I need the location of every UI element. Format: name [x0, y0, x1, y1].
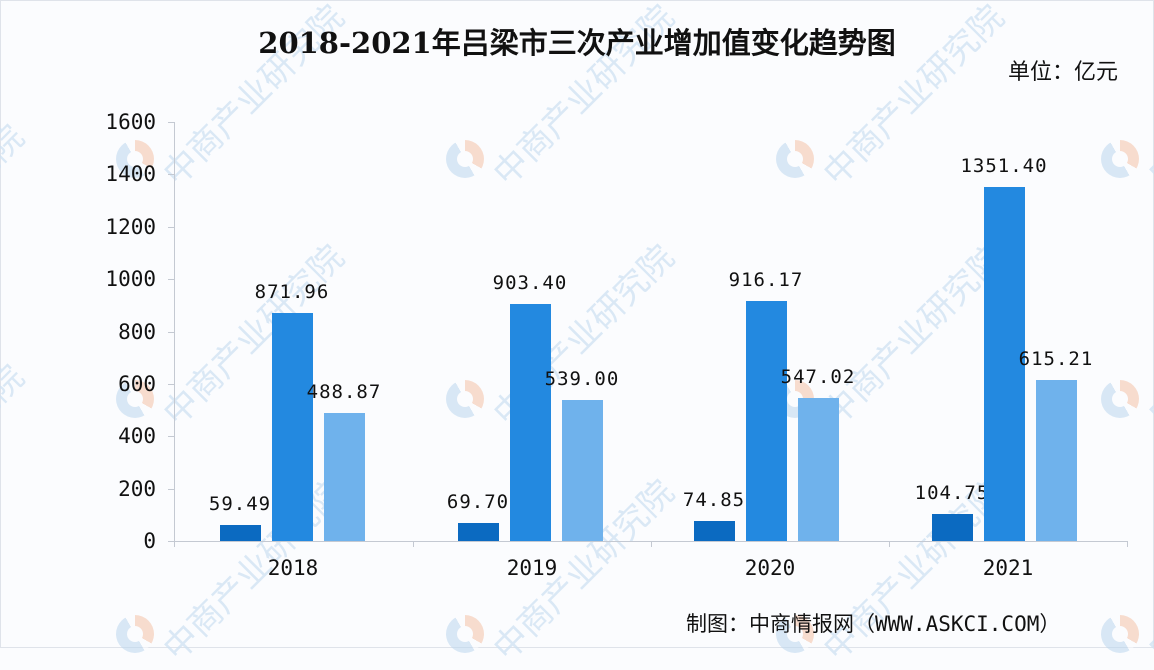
tertiary-industry-bar — [562, 400, 603, 541]
watermark-logo-icon — [116, 615, 154, 653]
primary-industry-bar — [694, 521, 735, 541]
x-tick — [174, 541, 175, 547]
y-tick — [168, 489, 174, 490]
data-label: 1351.40 — [960, 155, 1048, 177]
chart-title: 2018-2021年吕梁市三次产业增加值变化趋势图 — [258, 26, 896, 60]
y-tick — [168, 384, 174, 385]
y-tick-label: 200 — [118, 477, 156, 501]
y-tick-label: 1000 — [105, 267, 156, 291]
data-label: 59.49 — [208, 493, 272, 515]
x-tick-label: 2019 — [506, 556, 558, 580]
tertiary-industry-bar — [798, 398, 839, 541]
primary-industry-bar — [932, 514, 973, 541]
y-axis-line — [174, 122, 175, 542]
watermark-logo-icon — [1101, 615, 1139, 653]
y-tick — [168, 541, 174, 542]
watermark-logo-icon — [776, 140, 814, 178]
data-label: 903.40 — [492, 272, 568, 294]
y-tick — [168, 279, 174, 280]
watermark-logo-icon — [776, 615, 814, 653]
primary-industry-bar — [220, 525, 261, 541]
secondary-industry-bar — [272, 313, 313, 541]
y-tick-label: 400 — [118, 424, 156, 448]
y-tick — [168, 227, 174, 228]
y-tick-label: 1400 — [105, 162, 156, 186]
y-tick — [168, 174, 174, 175]
y-tick — [168, 332, 174, 333]
data-label: 916.17 — [728, 269, 804, 291]
tertiary-industry-bar — [324, 413, 365, 541]
y-tick — [168, 122, 174, 123]
x-tick — [413, 541, 414, 547]
x-tick-label: 2020 — [744, 556, 796, 580]
data-label: 871.96 — [254, 281, 330, 303]
data-label: 488.87 — [306, 381, 382, 403]
x-tick — [889, 541, 890, 547]
x-tick-label: 2018 — [267, 556, 319, 580]
secondary-industry-bar — [984, 187, 1025, 541]
watermark-logo-icon — [446, 140, 484, 178]
secondary-industry-bar — [510, 304, 551, 541]
x-tick — [1127, 541, 1128, 547]
data-label: 615.21 — [1018, 348, 1094, 370]
data-label: 74.85 — [682, 489, 746, 511]
watermark-logo-icon — [446, 615, 484, 653]
y-tick-label: 1600 — [105, 110, 156, 134]
y-tick-label: 1200 — [105, 215, 156, 239]
watermark-logo-icon — [1101, 380, 1139, 418]
data-label: 539.00 — [544, 368, 620, 390]
watermark-logo-icon — [116, 140, 154, 178]
x-tick — [651, 541, 652, 547]
primary-industry-bar — [458, 523, 499, 541]
y-tick-label: 600 — [118, 372, 156, 396]
data-label: 104.75 — [914, 482, 990, 504]
watermark-logo-icon — [1101, 140, 1139, 178]
tertiary-industry-bar — [1036, 380, 1077, 541]
unit-label: 单位：亿元 — [1007, 60, 1118, 85]
source-credit: 制图：中商情报网（WWW.ASKCI.COM） — [686, 612, 1061, 636]
secondary-industry-bar — [746, 301, 787, 541]
data-label: 69.70 — [446, 491, 510, 513]
watermark-logo-icon — [446, 380, 484, 418]
data-label: 547.02 — [780, 366, 856, 388]
watermark-logo-icon — [116, 380, 154, 418]
y-tick-label: 0 — [143, 529, 156, 553]
y-tick-label: 800 — [118, 320, 156, 344]
x-tick-label: 2021 — [982, 556, 1034, 580]
y-tick — [168, 436, 174, 437]
